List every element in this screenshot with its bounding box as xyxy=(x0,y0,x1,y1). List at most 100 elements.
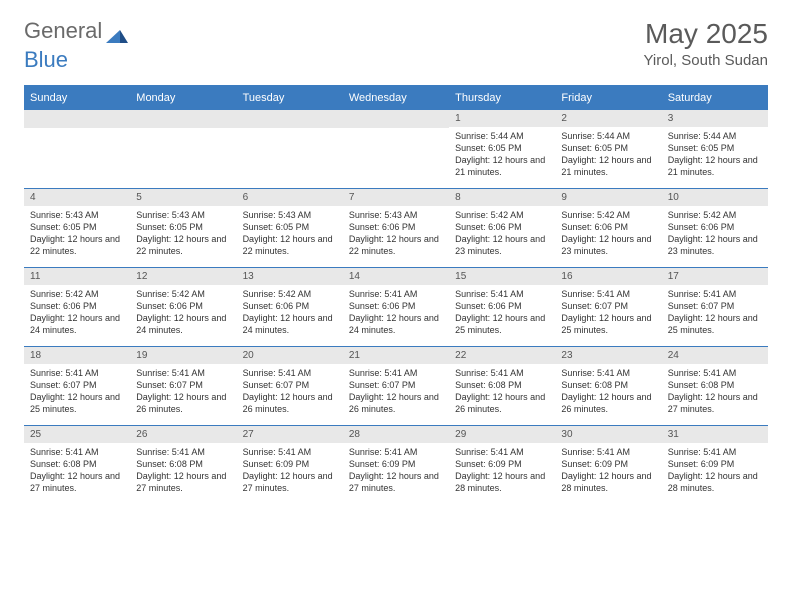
day-details: Sunrise: 5:42 AMSunset: 6:06 PMDaylight:… xyxy=(130,285,236,342)
calendar-day-cell: 12Sunrise: 5:42 AMSunset: 6:06 PMDayligh… xyxy=(130,268,236,346)
day-details: Sunrise: 5:41 AMSunset: 6:06 PMDaylight:… xyxy=(449,285,555,342)
day-of-week-header-row: SundayMondayTuesdayWednesdayThursdayFrid… xyxy=(24,87,768,109)
day-details: Sunrise: 5:41 AMSunset: 6:08 PMDaylight:… xyxy=(555,364,661,421)
day-details: Sunrise: 5:41 AMSunset: 6:09 PMDaylight:… xyxy=(237,443,343,500)
day-of-week-header: Sunday xyxy=(24,87,130,109)
day-details: Sunrise: 5:43 AMSunset: 6:05 PMDaylight:… xyxy=(130,206,236,263)
brand-triangle-icon xyxy=(106,23,128,39)
brand-text-2: Blue xyxy=(24,47,768,73)
day-details: Sunrise: 5:41 AMSunset: 6:09 PMDaylight:… xyxy=(343,443,449,500)
day-number xyxy=(130,110,236,128)
calendar-day-cell: 31Sunrise: 5:41 AMSunset: 6:09 PMDayligh… xyxy=(662,426,768,504)
day-number: 10 xyxy=(662,189,768,206)
calendar-day-cell: 1Sunrise: 5:44 AMSunset: 6:05 PMDaylight… xyxy=(449,110,555,188)
day-details: Sunrise: 5:41 AMSunset: 6:07 PMDaylight:… xyxy=(555,285,661,342)
day-number: 4 xyxy=(24,189,130,206)
day-of-week-header: Wednesday xyxy=(343,87,449,109)
calendar-day-cell: 27Sunrise: 5:41 AMSunset: 6:09 PMDayligh… xyxy=(237,426,343,504)
day-of-week-header: Saturday xyxy=(662,87,768,109)
day-details: Sunrise: 5:43 AMSunset: 6:05 PMDaylight:… xyxy=(24,206,130,263)
day-of-week-header: Monday xyxy=(130,87,236,109)
day-number: 27 xyxy=(237,426,343,443)
day-details: Sunrise: 5:41 AMSunset: 6:06 PMDaylight:… xyxy=(343,285,449,342)
day-details: Sunrise: 5:42 AMSunset: 6:06 PMDaylight:… xyxy=(449,206,555,263)
day-number: 11 xyxy=(24,268,130,285)
calendar-empty-cell xyxy=(343,110,449,188)
calendar-day-cell: 13Sunrise: 5:42 AMSunset: 6:06 PMDayligh… xyxy=(237,268,343,346)
calendar-page: General May 2025 Yirol, South Sudan Blue… xyxy=(0,0,792,522)
day-details: Sunrise: 5:42 AMSunset: 6:06 PMDaylight:… xyxy=(555,206,661,263)
day-details: Sunrise: 5:43 AMSunset: 6:06 PMDaylight:… xyxy=(343,206,449,263)
day-details: Sunrise: 5:43 AMSunset: 6:05 PMDaylight:… xyxy=(237,206,343,263)
day-number: 3 xyxy=(662,110,768,127)
day-details: Sunrise: 5:41 AMSunset: 6:07 PMDaylight:… xyxy=(662,285,768,342)
day-of-week-header: Thursday xyxy=(449,87,555,109)
day-details: Sunrise: 5:44 AMSunset: 6:05 PMDaylight:… xyxy=(555,127,661,184)
calendar-day-cell: 20Sunrise: 5:41 AMSunset: 6:07 PMDayligh… xyxy=(237,347,343,425)
day-of-week-header: Tuesday xyxy=(237,87,343,109)
day-number: 20 xyxy=(237,347,343,364)
day-number xyxy=(343,110,449,128)
day-number xyxy=(24,110,130,128)
day-details: Sunrise: 5:41 AMSunset: 6:08 PMDaylight:… xyxy=(662,364,768,421)
calendar-grid: SundayMondayTuesdayWednesdayThursdayFrid… xyxy=(24,85,768,504)
day-details: Sunrise: 5:41 AMSunset: 6:07 PMDaylight:… xyxy=(237,364,343,421)
day-number: 22 xyxy=(449,347,555,364)
day-number: 2 xyxy=(555,110,661,127)
calendar-week-row: 18Sunrise: 5:41 AMSunset: 6:07 PMDayligh… xyxy=(24,346,768,425)
calendar-day-cell: 16Sunrise: 5:41 AMSunset: 6:07 PMDayligh… xyxy=(555,268,661,346)
calendar-day-cell: 2Sunrise: 5:44 AMSunset: 6:05 PMDaylight… xyxy=(555,110,661,188)
calendar-day-cell: 5Sunrise: 5:43 AMSunset: 6:05 PMDaylight… xyxy=(130,189,236,267)
calendar-day-cell: 8Sunrise: 5:42 AMSunset: 6:06 PMDaylight… xyxy=(449,189,555,267)
brand-logo: General xyxy=(24,18,130,44)
brand-text-1: General xyxy=(24,18,102,44)
day-number: 14 xyxy=(343,268,449,285)
day-number: 12 xyxy=(130,268,236,285)
calendar-day-cell: 7Sunrise: 5:43 AMSunset: 6:06 PMDaylight… xyxy=(343,189,449,267)
day-number: 6 xyxy=(237,189,343,206)
day-details: Sunrise: 5:44 AMSunset: 6:05 PMDaylight:… xyxy=(449,127,555,184)
day-number: 28 xyxy=(343,426,449,443)
day-details: Sunrise: 5:42 AMSunset: 6:06 PMDaylight:… xyxy=(24,285,130,342)
day-details: Sunrise: 5:41 AMSunset: 6:07 PMDaylight:… xyxy=(343,364,449,421)
day-details: Sunrise: 5:41 AMSunset: 6:08 PMDaylight:… xyxy=(130,443,236,500)
day-details: Sunrise: 5:41 AMSunset: 6:09 PMDaylight:… xyxy=(449,443,555,500)
calendar-day-cell: 14Sunrise: 5:41 AMSunset: 6:06 PMDayligh… xyxy=(343,268,449,346)
calendar-day-cell: 15Sunrise: 5:41 AMSunset: 6:06 PMDayligh… xyxy=(449,268,555,346)
calendar-day-cell: 23Sunrise: 5:41 AMSunset: 6:08 PMDayligh… xyxy=(555,347,661,425)
day-number: 31 xyxy=(662,426,768,443)
day-number: 26 xyxy=(130,426,236,443)
calendar-day-cell: 9Sunrise: 5:42 AMSunset: 6:06 PMDaylight… xyxy=(555,189,661,267)
day-number: 7 xyxy=(343,189,449,206)
day-details: Sunrise: 5:41 AMSunset: 6:08 PMDaylight:… xyxy=(449,364,555,421)
calendar-week-row: 25Sunrise: 5:41 AMSunset: 6:08 PMDayligh… xyxy=(24,425,768,504)
calendar-week-row: 4Sunrise: 5:43 AMSunset: 6:05 PMDaylight… xyxy=(24,188,768,267)
calendar-day-cell: 25Sunrise: 5:41 AMSunset: 6:08 PMDayligh… xyxy=(24,426,130,504)
calendar-day-cell: 3Sunrise: 5:44 AMSunset: 6:05 PMDaylight… xyxy=(662,110,768,188)
month-title: May 2025 xyxy=(643,18,768,50)
calendar-day-cell: 6Sunrise: 5:43 AMSunset: 6:05 PMDaylight… xyxy=(237,189,343,267)
calendar-day-cell: 18Sunrise: 5:41 AMSunset: 6:07 PMDayligh… xyxy=(24,347,130,425)
day-number: 8 xyxy=(449,189,555,206)
day-number: 19 xyxy=(130,347,236,364)
calendar-day-cell: 29Sunrise: 5:41 AMSunset: 6:09 PMDayligh… xyxy=(449,426,555,504)
weeks-container: 1Sunrise: 5:44 AMSunset: 6:05 PMDaylight… xyxy=(24,109,768,504)
day-number: 13 xyxy=(237,268,343,285)
day-number: 29 xyxy=(449,426,555,443)
day-number: 30 xyxy=(555,426,661,443)
day-details: Sunrise: 5:41 AMSunset: 6:07 PMDaylight:… xyxy=(24,364,130,421)
day-number: 25 xyxy=(24,426,130,443)
day-number: 17 xyxy=(662,268,768,285)
calendar-day-cell: 11Sunrise: 5:42 AMSunset: 6:06 PMDayligh… xyxy=(24,268,130,346)
day-details: Sunrise: 5:44 AMSunset: 6:05 PMDaylight:… xyxy=(662,127,768,184)
day-details: Sunrise: 5:41 AMSunset: 6:08 PMDaylight:… xyxy=(24,443,130,500)
calendar-day-cell: 26Sunrise: 5:41 AMSunset: 6:08 PMDayligh… xyxy=(130,426,236,504)
calendar-day-cell: 24Sunrise: 5:41 AMSunset: 6:08 PMDayligh… xyxy=(662,347,768,425)
day-number: 9 xyxy=(555,189,661,206)
calendar-day-cell: 22Sunrise: 5:41 AMSunset: 6:08 PMDayligh… xyxy=(449,347,555,425)
calendar-day-cell: 21Sunrise: 5:41 AMSunset: 6:07 PMDayligh… xyxy=(343,347,449,425)
day-number: 21 xyxy=(343,347,449,364)
day-of-week-header: Friday xyxy=(555,87,661,109)
day-number: 5 xyxy=(130,189,236,206)
day-number: 15 xyxy=(449,268,555,285)
